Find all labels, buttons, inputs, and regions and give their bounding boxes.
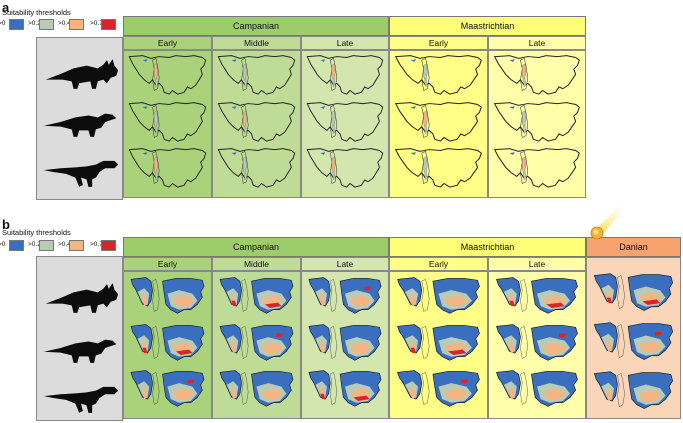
threshold-label: >0.2 bbox=[28, 241, 41, 248]
substage-label: Early bbox=[157, 38, 178, 48]
tyrannosaurid-silhouette-icon bbox=[42, 152, 120, 192]
substage-header: Late bbox=[301, 257, 389, 271]
stage-header-campanian-b: Campanian bbox=[123, 237, 389, 257]
substage-header: Middle bbox=[212, 257, 301, 271]
map-column bbox=[301, 50, 389, 198]
thresholds-title-a: Suitability thresholds bbox=[2, 8, 71, 17]
substage-header: Late bbox=[488, 257, 586, 271]
paleomap-cell bbox=[215, 146, 298, 191]
stage-label: Campanian bbox=[232, 242, 280, 252]
threshold-label: >0.45 bbox=[58, 20, 75, 27]
stage-label: Maastrichtian bbox=[460, 242, 515, 252]
substage-header: Late bbox=[488, 36, 586, 50]
stage-header-danian-b: Danian bbox=[586, 237, 681, 257]
paleomap-cell bbox=[392, 274, 485, 319]
paleomap-cell bbox=[392, 146, 485, 191]
substage-header: Late bbox=[301, 36, 389, 50]
panel-label-a: a bbox=[2, 0, 10, 15]
paleomap-cell bbox=[304, 146, 386, 191]
paleomap-cell bbox=[491, 367, 583, 412]
paleomap-cell bbox=[215, 274, 298, 319]
map-column bbox=[212, 50, 301, 198]
paleomap-cell bbox=[491, 274, 583, 319]
substage-label: Middle bbox=[243, 259, 270, 269]
paleomap-cell bbox=[215, 367, 298, 412]
substage-label: Late bbox=[528, 259, 546, 269]
substage-label: Late bbox=[528, 38, 546, 48]
substage-header: Early bbox=[389, 257, 488, 271]
substage-header: Early bbox=[123, 36, 212, 50]
threshold-swatch bbox=[39, 240, 54, 251]
tyrannosaurid-silhouette-icon bbox=[42, 378, 120, 418]
substage-header: Early bbox=[389, 36, 488, 50]
hadrosaurid-silhouette-icon bbox=[42, 102, 120, 142]
paleomap-cell bbox=[392, 100, 485, 145]
paleomap-cell bbox=[126, 367, 209, 412]
paleomap-cell bbox=[589, 368, 678, 414]
paleomap-cell bbox=[215, 100, 298, 145]
stage-label: Maastrichtian bbox=[460, 21, 515, 31]
stage-header-maastrichtian-a: Maastrichtian bbox=[389, 16, 586, 36]
substage-label: Middle bbox=[243, 38, 270, 48]
stage-header-maastrichtian-b: Maastrichtian bbox=[389, 237, 586, 257]
paleomap-cell bbox=[392, 367, 485, 412]
paleomap-cell bbox=[392, 53, 485, 98]
threshold-swatch bbox=[101, 19, 116, 30]
stage-label: Danian bbox=[619, 242, 648, 252]
threshold-label: >0.45 bbox=[58, 241, 75, 248]
substage-label: Early bbox=[428, 38, 449, 48]
asteroid-icon bbox=[588, 205, 628, 239]
paleomap-cell bbox=[126, 146, 209, 191]
substage-label: Late bbox=[336, 38, 354, 48]
paleomap-cell bbox=[304, 53, 386, 98]
paleomap-cell bbox=[491, 321, 583, 366]
substage-label: Early bbox=[157, 259, 178, 269]
paleomap-cell bbox=[304, 321, 386, 366]
threshold-swatch bbox=[69, 240, 84, 251]
map-column bbox=[389, 50, 488, 198]
stage-label: Campanian bbox=[232, 21, 280, 31]
threshold-swatch bbox=[9, 240, 24, 251]
threshold-swatch bbox=[101, 240, 116, 251]
paleomap-cell bbox=[126, 274, 209, 319]
threshold-swatch bbox=[69, 19, 84, 30]
substage-label: Late bbox=[336, 259, 354, 269]
paleomap-cell bbox=[126, 100, 209, 145]
paleomap-cell bbox=[491, 100, 583, 145]
substage-header: Middle bbox=[212, 36, 301, 50]
threshold-swatch bbox=[39, 19, 54, 30]
threshold-swatch bbox=[9, 19, 24, 30]
threshold-label: >0.7 bbox=[90, 241, 103, 248]
paleomap-cell bbox=[304, 367, 386, 412]
threshold-label: >0.7 bbox=[90, 20, 103, 27]
threshold-label: >0 bbox=[0, 20, 6, 27]
map-column bbox=[488, 50, 586, 198]
thresholds-title-b: Suitability thresholds bbox=[2, 228, 71, 237]
substage-label: Early bbox=[428, 259, 449, 269]
paleomap-cell bbox=[126, 321, 209, 366]
ceratopsid-silhouette-icon bbox=[42, 54, 120, 94]
threshold-label: >0 bbox=[0, 241, 6, 248]
hadrosaurid-silhouette-icon bbox=[42, 328, 120, 368]
ceratopsid-silhouette-icon bbox=[42, 278, 120, 318]
paleomap-cell bbox=[392, 321, 485, 366]
paleomap-cell bbox=[589, 270, 678, 316]
paleomap-cell bbox=[215, 321, 298, 366]
paleomap-cell bbox=[215, 53, 298, 98]
map-column bbox=[123, 50, 212, 198]
paleomap-cell bbox=[304, 100, 386, 145]
paleomap-cell bbox=[491, 53, 583, 98]
paleomap-cell bbox=[126, 53, 209, 98]
substage-header: Early bbox=[123, 257, 212, 271]
threshold-label: >0.2 bbox=[28, 20, 41, 27]
paleomap-cell bbox=[304, 274, 386, 319]
paleomap-cell bbox=[491, 146, 583, 191]
panel-label-b: b bbox=[2, 217, 10, 232]
paleomap-cell bbox=[589, 319, 678, 365]
stage-header-campanian-a: Campanian bbox=[123, 16, 389, 36]
